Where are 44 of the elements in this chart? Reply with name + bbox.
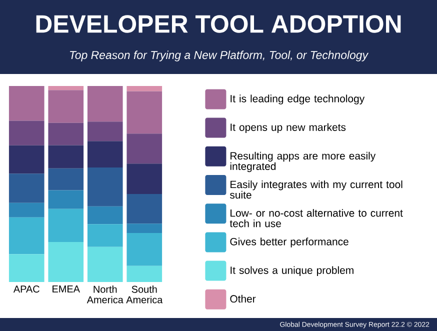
text: Top Reason for Trying a New Platform, Tool, or Technology [70, 50, 369, 62]
bar [126, 91, 162, 134]
legend-label: Gives better performance [230, 238, 348, 248]
legend-label: Resulting apps are more easily integrated [230, 152, 376, 172]
bar [8, 120, 44, 146]
bar [48, 190, 84, 209]
bar [48, 168, 84, 190]
x-tick-label: North America [86, 286, 124, 304]
legend-label: It opens up new markets [230, 123, 346, 134]
bar [87, 141, 123, 168]
bar [48, 145, 84, 168]
bar [48, 86, 84, 90]
legend-label: It solves a unique problem [230, 266, 354, 276]
legend-label: Easily integrates with my current tool suite [230, 180, 402, 199]
bar [126, 134, 162, 164]
bar [126, 194, 162, 224]
bar [48, 122, 84, 146]
bar [87, 206, 123, 224]
bar [8, 145, 44, 174]
bar [87, 168, 123, 206]
bar [126, 164, 162, 194]
text: DEVELOPER TOOL ADOPTION [36, 15, 401, 33]
legend-label: Low- or no-cost alternative to current tech in use [230, 209, 403, 228]
bar [8, 217, 44, 254]
bar [87, 246, 123, 282]
legend-label: Other [230, 294, 256, 303]
legend-label: It is leading edge technology [230, 94, 365, 104]
x-tick-label: South America [126, 286, 163, 304]
bar [87, 224, 123, 247]
bar [126, 233, 162, 266]
x-tick-label: EMEA [52, 286, 80, 292]
bar [8, 202, 44, 218]
bar [8, 174, 44, 203]
x-tick-label: APAC [13, 286, 40, 293]
bar [48, 242, 84, 282]
bar [87, 122, 123, 142]
bar [48, 208, 84, 242]
bar [87, 86, 123, 122]
bar [126, 86, 162, 92]
bar [8, 86, 44, 121]
bar [48, 90, 84, 123]
bar [126, 266, 162, 282]
bar [8, 254, 44, 282]
bar [126, 224, 162, 233]
